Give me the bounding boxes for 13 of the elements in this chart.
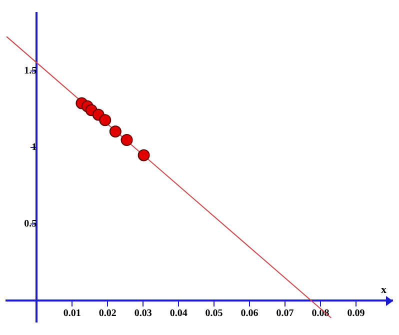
point (120, 134, 133, 146)
x-tick-label: 0.07 (276, 308, 294, 320)
x-tick-label: 0.02 (98, 308, 116, 320)
x-tick-label: 0.03 (134, 308, 152, 320)
x-tick-label: 0.01 (63, 308, 81, 320)
point (109, 126, 122, 138)
x-tick-label: 0.06 (240, 308, 258, 320)
x-tick-label: 0.04 (170, 308, 188, 320)
point (99, 114, 112, 126)
x-tick-label: 0.05 (205, 308, 223, 320)
x-tick-label: 0.09 (347, 308, 365, 320)
point (138, 149, 150, 162)
x-axis-title: x (381, 284, 387, 296)
